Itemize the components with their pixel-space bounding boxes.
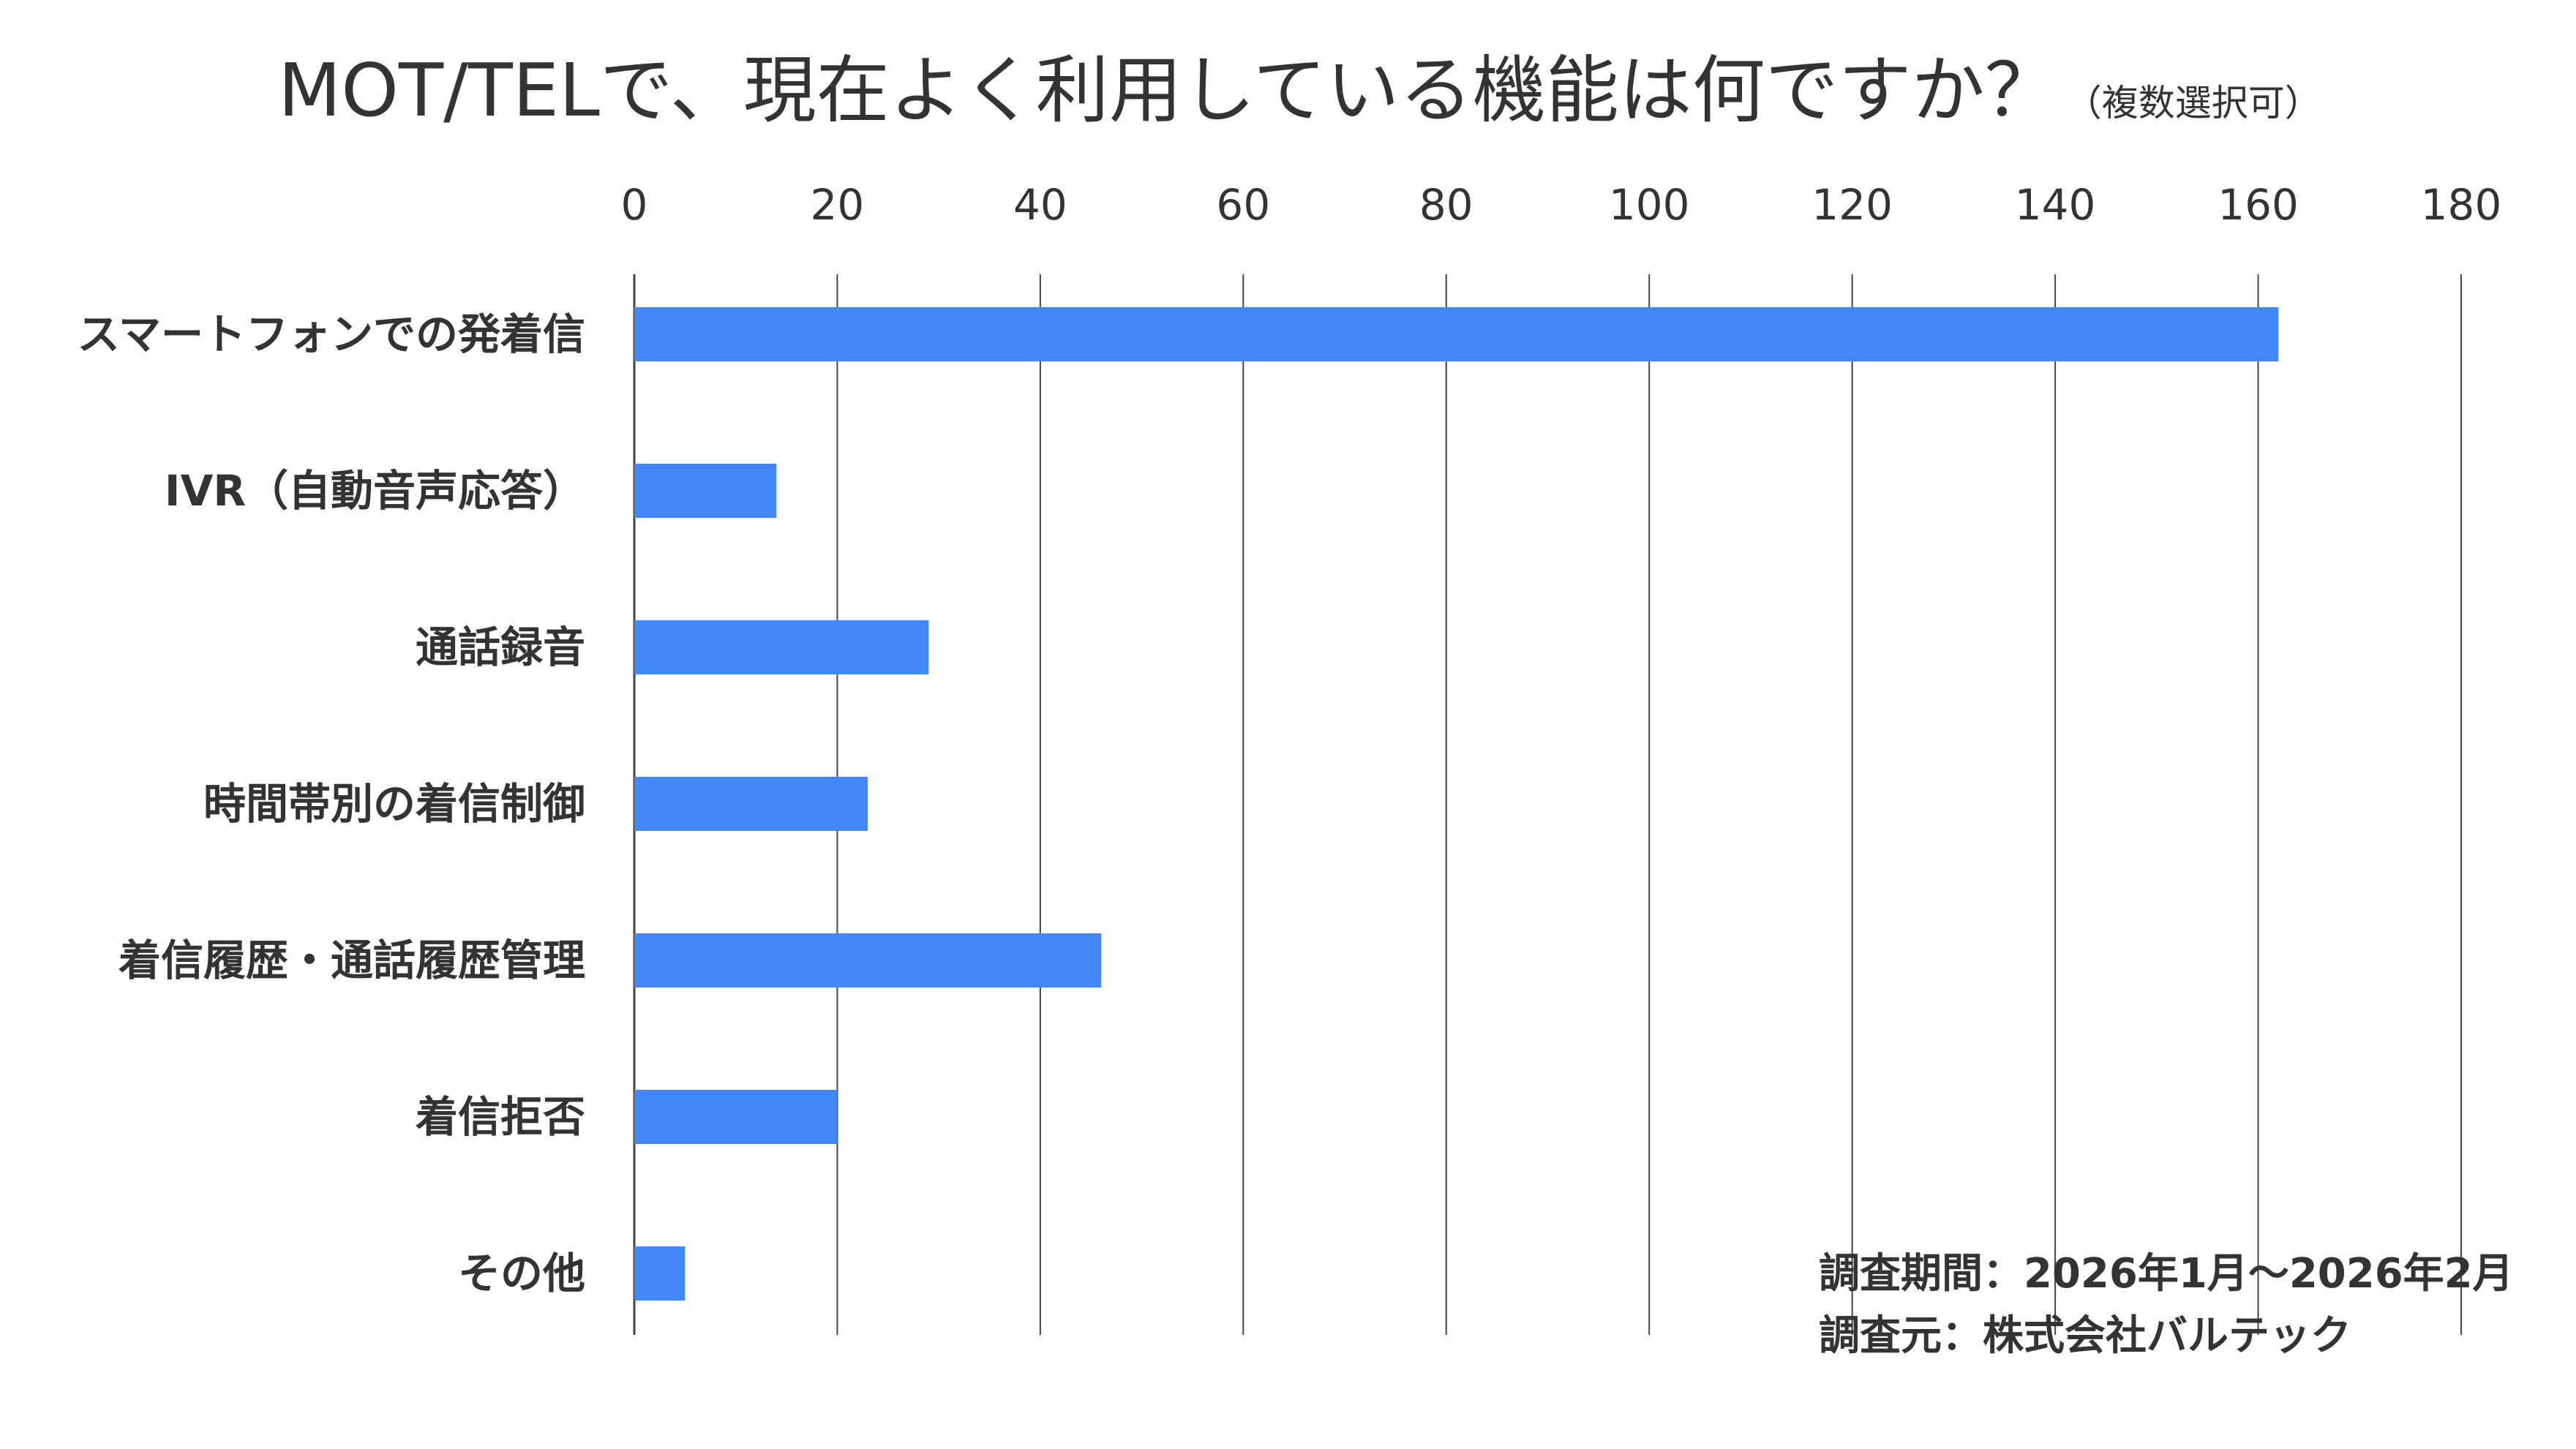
bar xyxy=(634,620,929,674)
x-tick-label: 80 xyxy=(1419,180,1473,230)
gridlines xyxy=(633,274,2462,1335)
category-label: スマートフォンでの発着信 xyxy=(78,309,585,359)
x-tick-label: 0 xyxy=(621,180,648,230)
category-labels: スマートフォンでの発着信 IVR（自動音声応答） 通話録音時間帯別の着信制御着信履歴… xyxy=(78,309,585,1298)
category-label: 着信拒否 xyxy=(416,1092,585,1142)
category-label: IVR（自動音声応答） xyxy=(165,466,585,516)
bar xyxy=(634,777,868,831)
category-label: 時間帯別の着信制御 xyxy=(203,779,585,829)
x-tick-label: 180 xyxy=(2421,180,2502,230)
x-tick-label: 100 xyxy=(1609,180,1690,230)
x-tick-label: 20 xyxy=(811,180,865,230)
x-tick-label: 140 xyxy=(2015,180,2096,230)
chart-title: MOT/TELで、現在よく利用している機能は何ですか？ （複数選択可） xyxy=(278,48,2321,133)
bar xyxy=(634,933,1102,987)
bar xyxy=(634,1246,686,1301)
x-tick-labels: 0 20 40 60 80 100 120 140 160 180 xyxy=(621,180,2502,230)
x-tick-label: 40 xyxy=(1013,180,1067,230)
survey-source-note: 調査元：株式会社バルテック xyxy=(1819,1312,2351,1360)
title-main: MOT/TELで、現在よく利用している機能は何ですか？ xyxy=(278,48,2058,133)
bar xyxy=(634,307,2279,361)
bar xyxy=(634,464,777,518)
x-tick-label: 60 xyxy=(1216,180,1270,230)
category-label: 着信履歴・通話履歴管理 xyxy=(119,936,585,985)
bar xyxy=(634,1090,838,1144)
chart-subtitle: （複数選択可） xyxy=(2065,82,2321,124)
category-label: その他 xyxy=(458,1249,585,1298)
survey-period-note: 調査期間：2026年1月～2026年2月 xyxy=(1819,1250,2514,1298)
x-tick-label: 120 xyxy=(1811,180,1893,230)
category-label: 通話録音 xyxy=(416,622,585,672)
bars xyxy=(634,307,2279,1301)
x-tick-label: 160 xyxy=(2218,180,2299,230)
